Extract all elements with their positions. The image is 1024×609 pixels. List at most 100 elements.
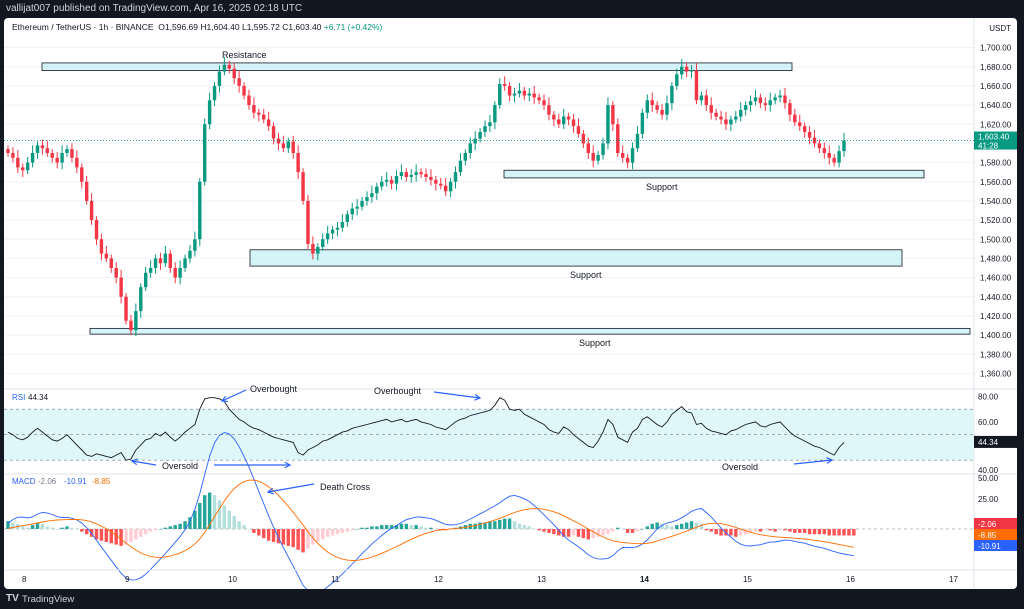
candle-body xyxy=(670,85,674,104)
candle-body xyxy=(311,244,315,254)
candle-body xyxy=(247,95,251,106)
candle-body xyxy=(404,172,409,177)
oversold-label: Oversold xyxy=(722,462,758,472)
change-value: +6.71 (+0.42%) xyxy=(323,22,383,32)
candle-body xyxy=(158,258,163,264)
rsi-value: 44.34 xyxy=(28,393,49,402)
macd-histogram-bar xyxy=(124,529,128,545)
macd-histogram-bar xyxy=(340,529,345,533)
macd-histogram-bar xyxy=(271,529,276,542)
candle-body xyxy=(163,253,168,264)
price-tick-label: 1,480.00 xyxy=(980,254,1012,263)
macd-histogram-bar xyxy=(375,526,379,529)
macd-histogram-bar xyxy=(109,529,113,544)
candle-body xyxy=(16,157,20,168)
candle-body xyxy=(384,179,389,182)
symbol-pair[interactable]: Ethereum / TetherUS · 1h · BINANCE xyxy=(12,22,154,32)
macd-histogram-bar xyxy=(832,529,836,536)
footer-brand[interactable]: TradingView xyxy=(22,594,75,605)
candle-body xyxy=(11,153,15,158)
price-tick-label: 1,440.00 xyxy=(980,293,1012,302)
candle-body xyxy=(783,95,787,104)
candle-body xyxy=(817,143,822,149)
candle-body xyxy=(306,200,310,245)
candle-body xyxy=(399,172,404,176)
macd-histogram-bar xyxy=(694,522,699,529)
candle-body xyxy=(591,153,595,161)
macd-histogram-bar xyxy=(232,516,236,529)
macd-histogram-bar xyxy=(817,529,822,535)
price-tick-label: 1,420.00 xyxy=(980,312,1012,321)
candle-body xyxy=(714,112,718,117)
macd-histogram-bar xyxy=(143,529,148,535)
macd-histogram-bar xyxy=(665,525,669,529)
macd-histogram-bar xyxy=(99,529,104,541)
resistance-zone xyxy=(41,62,793,71)
time-axis-label: 17 xyxy=(949,575,958,584)
macd-histogram-bar xyxy=(763,529,768,531)
macd-histogram-bar xyxy=(119,529,123,546)
macd-histogram-bar xyxy=(424,527,428,529)
candle-body xyxy=(625,157,630,163)
candle-body xyxy=(365,197,369,201)
macd-histogram-bar xyxy=(60,527,64,529)
candle-body xyxy=(734,116,738,120)
rsi-tick-label: 60.00 xyxy=(978,418,999,427)
price-tick-label: 1,680.00 xyxy=(980,63,1012,72)
macd-tick-label: 50.00 xyxy=(978,474,999,483)
macd-histogram-bar xyxy=(680,523,684,529)
candle-body xyxy=(557,119,561,125)
macd-histogram-bar xyxy=(139,529,143,537)
macd-histogram-bar xyxy=(158,529,163,530)
macd-histogram-bar xyxy=(704,529,709,531)
candle-body xyxy=(55,157,59,163)
candle-body xyxy=(394,176,399,184)
candle-body xyxy=(419,172,423,175)
macd-value: -2.06 xyxy=(38,477,57,486)
macd-histogram-bar xyxy=(807,529,812,535)
time-axis-label: 16 xyxy=(846,575,855,584)
macd-histogram-bar xyxy=(748,529,753,533)
candle-body xyxy=(178,268,182,278)
candle-body xyxy=(109,258,113,268)
candle-body xyxy=(802,126,807,132)
candle-body xyxy=(596,154,600,161)
macd-histogram-bar xyxy=(252,529,256,533)
candle-body xyxy=(798,122,802,127)
candle-body xyxy=(173,268,177,278)
candle-body xyxy=(719,116,723,120)
macd-histogram-bar xyxy=(571,529,576,536)
macd-histogram-bar xyxy=(675,525,679,529)
macd-histogram-bar xyxy=(11,522,15,529)
candle-body xyxy=(99,239,104,254)
macd-histogram-bar xyxy=(537,529,541,531)
candle-body xyxy=(493,105,497,123)
price-tick-label: 1,500.00 xyxy=(980,235,1012,244)
candle-body xyxy=(40,145,45,149)
candle-body xyxy=(301,172,305,201)
candle-body xyxy=(198,181,202,240)
macd-histogram-bar xyxy=(222,505,227,529)
candle-body xyxy=(114,268,118,278)
candle-body xyxy=(355,206,359,209)
macd-histogram-bar xyxy=(350,529,354,531)
candle-body xyxy=(134,311,138,331)
macd-histogram-bar xyxy=(493,521,497,529)
candle-body xyxy=(635,133,640,149)
candle-body xyxy=(429,176,433,180)
macd-value-tag xyxy=(974,529,1017,540)
rsi-line xyxy=(7,397,845,461)
macd-histogram-bar xyxy=(798,529,802,533)
candle-body xyxy=(675,74,679,86)
macd-histogram-bar xyxy=(591,529,595,539)
candle-body xyxy=(807,131,812,138)
macd-histogram-bar xyxy=(212,495,217,529)
candle-body xyxy=(468,143,472,153)
candle-body xyxy=(630,148,635,163)
chart-frame[interactable]: Ethereum / TetherUS · 1h · BINANCE O1,59… xyxy=(4,18,1017,589)
candle-body xyxy=(650,100,654,106)
price-chart-svg[interactable]: 1,360.00 1,380.00 1,400.00 1,420.00 1,440.00… xyxy=(4,18,1017,589)
price-tick-label: 1,380.00 xyxy=(980,350,1012,359)
candle-body xyxy=(217,71,222,86)
candle-body xyxy=(537,97,541,101)
